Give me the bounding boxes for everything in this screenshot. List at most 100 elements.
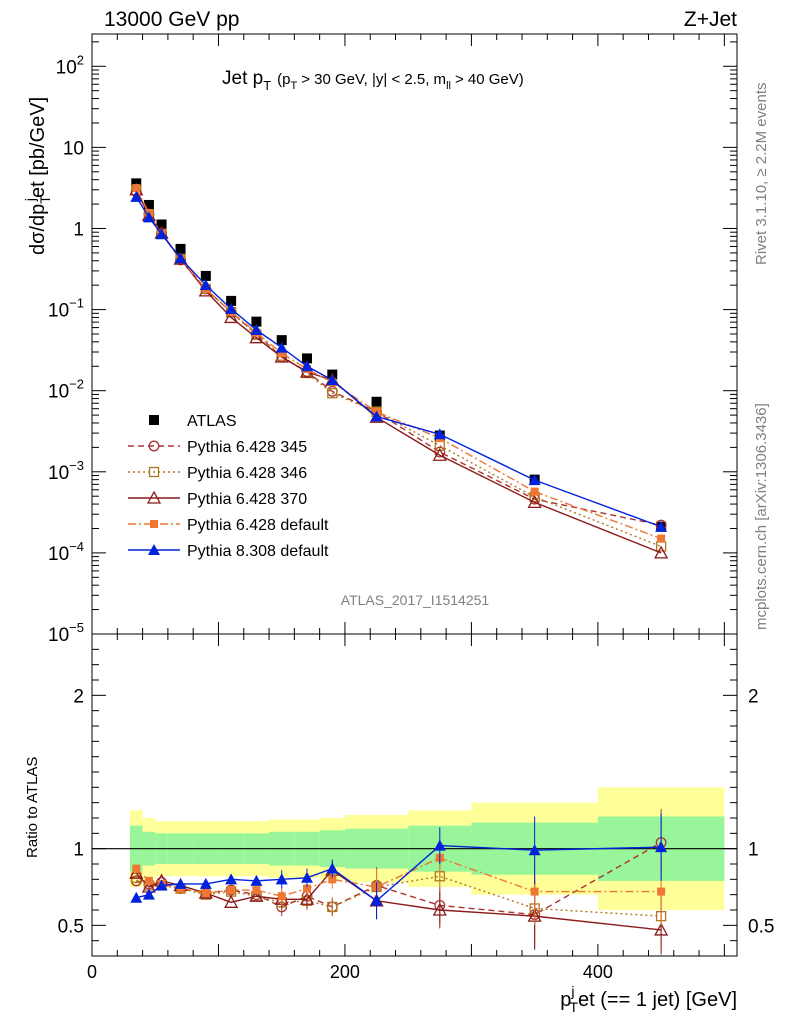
y-tick-label: 1 (73, 219, 84, 240)
x-axis-label-sub: T (569, 999, 578, 1015)
series-marker-atlas (276, 335, 287, 346)
y-tick-label: 10−4 (48, 539, 84, 565)
series-marker-p8def (275, 341, 288, 353)
ratio-marker-p8def (250, 874, 263, 886)
ratio-plot-series (129, 808, 669, 955)
ratio-marker-p8def (528, 844, 541, 856)
header-left-label: 13000 GeV pp (104, 8, 239, 31)
y-tick-label-exponent: −5 (69, 620, 84, 635)
ratio-uncertainty-bands (92, 787, 737, 910)
analysis-watermark: ATLAS_2017_I1514251 (341, 592, 490, 608)
plot-title-cut-a-sub: T (291, 80, 298, 92)
plot-title-cut-b-sub: ll (446, 80, 451, 92)
legend-label-p346: Pythia 6.428 346 (187, 465, 307, 482)
legend-marker-p370 (146, 490, 162, 504)
series-marker-p370 (654, 545, 669, 559)
ratio-y-tick-label-left: 0.5 (58, 916, 84, 937)
legend-label-atlas: ATLAS (187, 413, 237, 430)
y-tick-label-base: 10 (48, 463, 69, 484)
y-tick-label: 10−5 (48, 620, 84, 646)
y-tick-label-base: 10 (48, 382, 69, 403)
series-marker-p370 (432, 447, 447, 461)
ratio-marker-p8def (155, 879, 168, 891)
y-tick-label-exponent: −4 (69, 539, 84, 554)
y-axis-label-sub: T (37, 195, 53, 204)
legend-label-p370: Pythia 6.428 370 (187, 491, 307, 508)
y-tick-label-exponent: −3 (69, 458, 84, 473)
ratio-y-axis-label: Ratio to ATLAS (24, 757, 41, 858)
y-axis-label-p2: et [pb/GeV] (27, 97, 49, 198)
main-plot-series (129, 178, 669, 559)
y-tick-label-base: 10 (48, 544, 69, 565)
ratio-marker-p6def (328, 875, 337, 884)
plot-title-cut-b: > 30 GeV, |y| < 2.5, m (301, 71, 446, 88)
y-tick-label-exponent: −1 (69, 296, 84, 311)
ratio-y-tick-label-left: 1 (73, 840, 84, 861)
series-marker-p8def (250, 324, 263, 336)
y-axis-label-sup: j (22, 198, 38, 202)
legend-label-p8def: Pythia 8.308 default (187, 543, 329, 560)
series-marker-atlas (175, 243, 186, 254)
y-tick-label: 10−2 (48, 377, 84, 403)
plot-title-cut-a: (p (277, 71, 290, 88)
y-tick-label-exponent: −2 (69, 377, 84, 392)
series-marker-p8def (370, 410, 383, 422)
rivet-version-label: Rivet 3.1.10, ≥ 2.2M events (753, 83, 770, 266)
x-axis-label-p1: p (560, 989, 571, 1011)
ratio-marker-p8def (225, 873, 238, 885)
series-marker-p8def (174, 252, 187, 264)
series-marker-p370 (224, 310, 239, 324)
ratio-marker-p346 (327, 901, 338, 913)
y-tick-label-base: 10 (48, 301, 69, 322)
legend-marker-p346 (148, 466, 160, 478)
y-tick-label-exponent: 2 (77, 52, 84, 67)
plot-title: Jet pT (pT > 30 GeV, |y| < 2.5, mll > 40 Ge… (222, 68, 524, 93)
x-axis-label-p2: et (== 1 jet) [GeV] (578, 989, 737, 1011)
legend-marker-p8def (148, 544, 160, 555)
ratio-marker-p370 (129, 865, 144, 879)
legend-marker-p6def (150, 520, 158, 528)
legend: ATLAS Pythia 6.428 345 Pythia 6.428 346 Pyt… (128, 413, 329, 560)
ratio-marker-p370 (224, 894, 239, 908)
series-marker-atlas (302, 353, 312, 364)
series-marker-p8def (301, 360, 313, 372)
series-marker-p6def (657, 534, 666, 543)
axis-ticks (91, 34, 737, 957)
ratio-marker-p6def (303, 884, 311, 893)
ratio-marker-p8def (655, 841, 668, 853)
ratio-marker-p6def (132, 864, 141, 873)
x-axis-label-sup: j (570, 983, 574, 999)
series-line-p6def (135, 187, 662, 540)
ratio-marker-p8def (326, 862, 339, 874)
ratio-y-tick-label-left: 2 (73, 686, 84, 707)
plot-title-main-sub: T (263, 78, 271, 93)
ratio-marker-p6def (657, 887, 666, 896)
plot-title-main: Jet p (222, 68, 263, 89)
y-tick-label-base: 10 (48, 625, 69, 646)
ratio-marker-p370 (299, 891, 315, 905)
ratio-marker-p6def (144, 876, 153, 885)
ratio-marker-p6def (277, 892, 286, 901)
ratio-marker-p8def (199, 877, 212, 889)
series-marker-p8def (155, 228, 168, 240)
ratio-marker-p6def (252, 886, 261, 895)
series-marker-atlas (200, 270, 211, 281)
series-marker-atlas (226, 295, 237, 306)
series-marker-p8def (655, 520, 668, 532)
ratio-line-p345 (136, 841, 662, 916)
series-marker-p370 (249, 330, 264, 344)
series-marker-p346 (327, 388, 338, 399)
ratio-marker-p8def (433, 839, 446, 851)
y-axis-label-p1: dσ/dp (27, 204, 49, 255)
y-tick-label: 10−1 (48, 296, 84, 322)
series-marker-p370 (527, 494, 542, 508)
plot-title-cut-c: > 40 GeV) (455, 71, 524, 88)
ratio-marker-p8def (301, 871, 313, 883)
series-marker-atlas (251, 316, 262, 327)
legend-label-p6def: Pythia 6.428 default (187, 517, 329, 534)
ratio-marker-p6def (201, 889, 210, 898)
series-marker-p6def (132, 184, 141, 193)
ratio-line-p8def (136, 844, 662, 902)
